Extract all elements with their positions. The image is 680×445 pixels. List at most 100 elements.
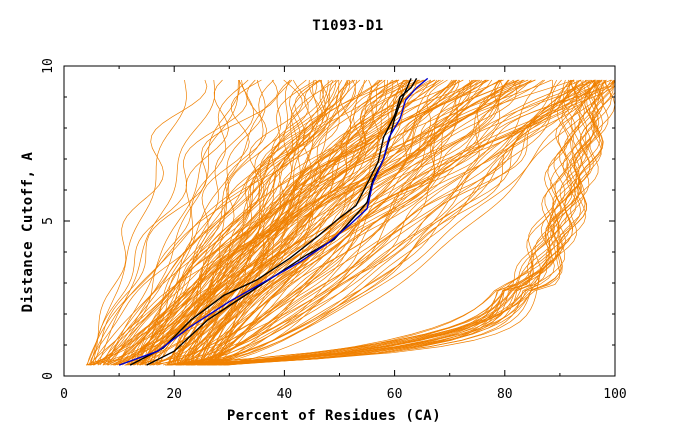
model-curve [173, 79, 529, 366]
model-curve [193, 79, 487, 366]
model-curve [213, 79, 553, 366]
model-curve [127, 79, 421, 366]
model-curve [139, 79, 536, 366]
model-curve [97, 79, 216, 366]
reference-curves [118, 77, 429, 366]
model-curve [92, 79, 208, 366]
model-curve [103, 79, 239, 366]
model-curve [108, 79, 229, 366]
model-curve [199, 79, 566, 366]
chart-title: T1093-D1 [312, 18, 383, 34]
series-line-0 [146, 78, 412, 366]
x-tick-label: 80 [497, 387, 513, 402]
model-curve [168, 79, 532, 366]
model-curve [204, 79, 601, 366]
model-curve [200, 79, 616, 366]
model-curve [186, 79, 583, 366]
model-curve [169, 80, 616, 366]
model-curve [167, 79, 518, 366]
axes: 0 20 40 60 80 100 0 5 10 [41, 58, 627, 402]
model-curve [200, 79, 596, 366]
model-curve [223, 79, 612, 366]
x-tick-label: 60 [387, 387, 403, 402]
model-curve [211, 79, 605, 366]
model-curve [199, 79, 576, 366]
model-curve [179, 79, 448, 366]
model-curve [207, 79, 536, 366]
model-curve [192, 79, 604, 366]
model-curve [167, 79, 490, 366]
model-curve [180, 79, 472, 366]
model-curve [90, 79, 382, 366]
x-tick-label: 40 [277, 387, 293, 402]
model-curve [88, 79, 397, 366]
model-curve [139, 79, 519, 366]
model-curve [114, 79, 438, 366]
model-curve [187, 79, 408, 366]
model-curve [214, 79, 616, 366]
model-curve [173, 79, 479, 366]
model-curve [149, 79, 578, 366]
model-curve [165, 79, 581, 366]
model-curve [102, 79, 361, 366]
model-curve [191, 79, 571, 366]
x-tick-label: 100 [603, 387, 626, 402]
model-curve [207, 79, 616, 366]
model-curve [168, 79, 544, 366]
model-curve [107, 79, 275, 366]
model-curve [206, 79, 600, 366]
y-tick-label: 0 [41, 372, 56, 380]
model-curve [149, 79, 329, 366]
y-tick-label: 5 [41, 217, 56, 225]
model-curve [182, 79, 574, 366]
model-curve [207, 79, 585, 366]
model-curve [201, 79, 509, 366]
model-curve [105, 79, 337, 366]
model-curve [90, 79, 241, 366]
model-curve [94, 79, 431, 366]
model-curve [214, 79, 373, 366]
model-curve [149, 79, 399, 366]
x-axis-label: Percent of Residues (CA) [227, 408, 441, 424]
y-axis-label: Distance Cutoff, A [20, 152, 36, 313]
y-tick-label: 10 [41, 58, 56, 74]
model-curve [168, 79, 503, 366]
model-curve [145, 79, 400, 366]
series-line-2 [118, 77, 429, 366]
model-curve [92, 79, 424, 366]
series-line-1 [129, 78, 418, 366]
model-curve [93, 79, 457, 366]
model-curve [93, 79, 278, 366]
model-curve [144, 79, 432, 366]
model-curve [207, 79, 368, 366]
model-curve [137, 79, 249, 366]
model-curve [194, 79, 307, 366]
model-curve [141, 79, 552, 366]
model-curve [186, 79, 386, 366]
model-curve [140, 79, 266, 366]
model-curve [212, 79, 602, 366]
model-curves [85, 79, 616, 366]
model-curve [86, 79, 187, 366]
x-tick-label: 0 [60, 387, 68, 402]
model-curve [106, 79, 339, 366]
x-tick-label: 20 [166, 387, 182, 402]
model-curve [216, 79, 486, 366]
model-curve [198, 79, 493, 366]
model-curve [194, 79, 440, 366]
model-curve [207, 79, 318, 366]
model-curve [201, 79, 596, 366]
model-curve [210, 79, 326, 366]
model-curve [144, 79, 291, 366]
model-curve [179, 79, 501, 366]
model-curve [102, 79, 254, 366]
model-curve [219, 79, 601, 366]
model-curve [204, 80, 616, 366]
model-curve [190, 79, 614, 366]
model-curve [183, 79, 616, 366]
model-curve [181, 79, 596, 366]
model-curve [179, 79, 546, 366]
model-curve [202, 79, 603, 366]
